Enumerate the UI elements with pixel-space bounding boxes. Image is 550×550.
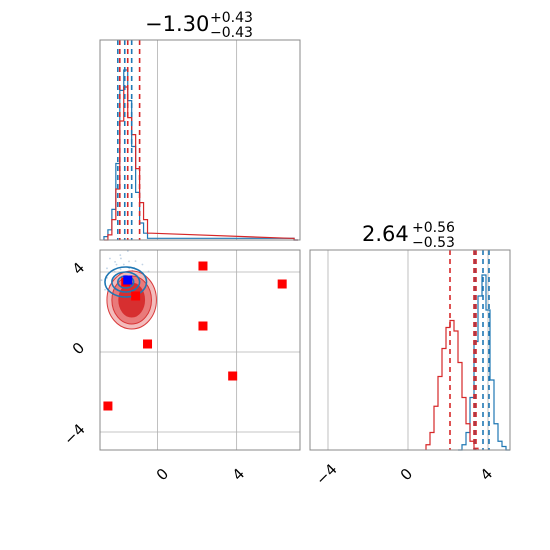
sample-dot: [100, 279, 103, 282]
sample-dot: [119, 254, 122, 257]
bottom-right-title-sub: −0.53: [412, 235, 455, 251]
red-marker-7: [103, 401, 113, 411]
x2-tick-label-4: 4: [477, 465, 496, 484]
sample-dot: [147, 270, 150, 273]
sample-dot: [106, 267, 108, 270]
sample-dot: [115, 263, 118, 266]
sample-dot: [120, 257, 122, 260]
x2-tick-label-neg4: −4: [312, 460, 340, 488]
blue-contour-0: [104, 266, 148, 298]
bottom-right-title-sup: +0.56: [412, 220, 455, 236]
top-left-frame: [99, 39, 301, 241]
blue-marker-0: [123, 275, 133, 285]
y-tick-label-neg4: −4: [60, 420, 88, 448]
sample-dot: [109, 257, 111, 260]
blue-contour-1: [111, 271, 141, 293]
bottom-right-title-main: 2.64: [362, 222, 409, 246]
top-left-title-sub: −0.43: [210, 25, 253, 41]
x-tick-label-4: 4: [229, 465, 248, 484]
sample-dot: [113, 270, 116, 273]
sample-dot: [128, 260, 130, 263]
bottom-left-scatter-panel: [99, 249, 301, 451]
histogram-series-0: [458, 274, 510, 451]
y-tick-label-0: 0: [69, 339, 88, 358]
x-tick-label-0: 0: [153, 465, 172, 484]
top-left-title: −1.30: [145, 12, 209, 36]
red-marker-3: [277, 279, 287, 289]
sample-dot: [134, 260, 137, 263]
sample-dot: [141, 263, 144, 266]
top-left-histogram-panel: [99, 39, 301, 241]
top-left-title-sup: +0.43: [210, 10, 253, 26]
sample-dot: [119, 268, 122, 271]
y-tick-label-4: 4: [69, 259, 88, 278]
sample-dot: [126, 250, 129, 252]
x2-tick-label-0: 0: [397, 465, 416, 484]
red-marker-4: [198, 321, 208, 331]
red-marker-5: [143, 339, 153, 349]
bottom-left-frame: [99, 249, 301, 451]
red-marker-2: [198, 261, 208, 271]
bottom-right-frame: [309, 249, 511, 451]
bottom-right-histogram-panel: [309, 249, 511, 451]
histogram-series-1: [425, 319, 479, 450]
sample-dot: [104, 288, 106, 291]
histogram-series-0: [103, 69, 299, 241]
histogram-series-1: [103, 86, 299, 241]
sample-dot: [122, 263, 125, 266]
top-left-title-main: −1.30: [145, 12, 209, 36]
sample-dot: [114, 260, 116, 263]
red-marker-1: [131, 291, 141, 301]
red-marker-6: [228, 371, 238, 381]
